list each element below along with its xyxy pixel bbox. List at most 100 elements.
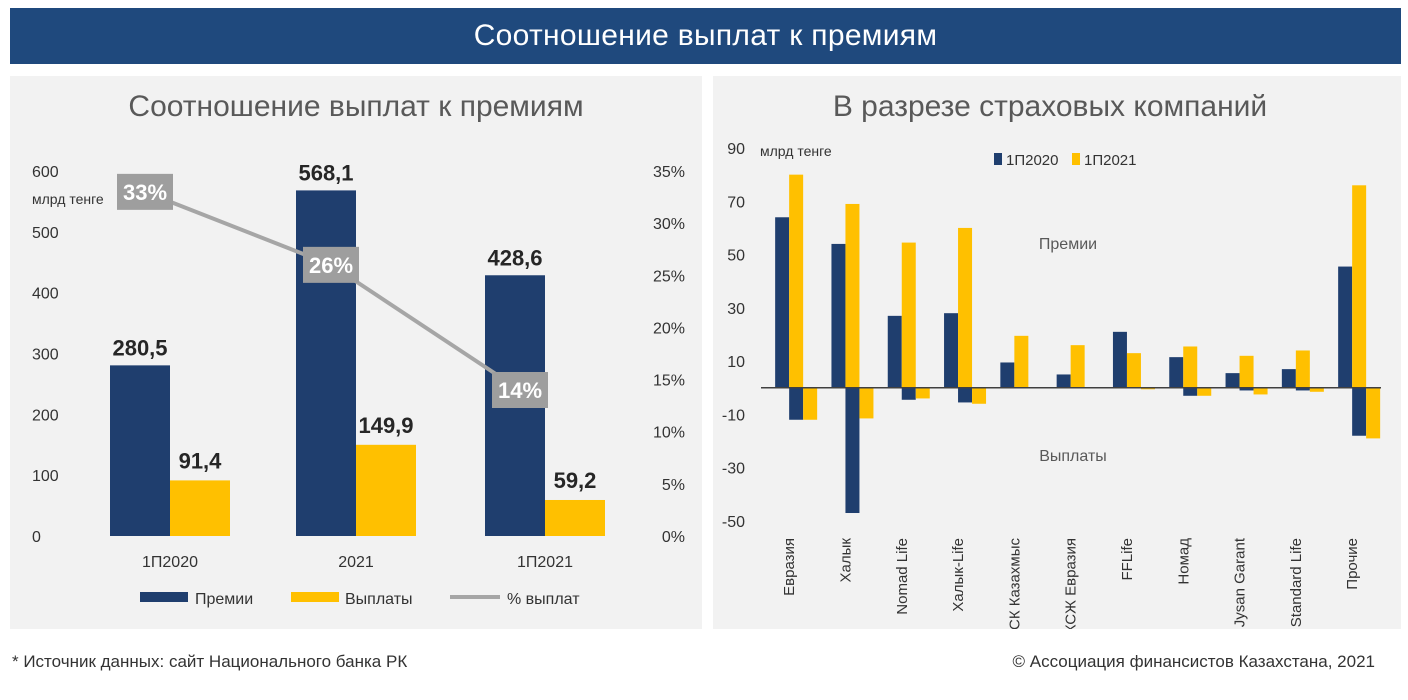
y2-tick-label: 10% xyxy=(653,425,685,442)
pct-label: 14% xyxy=(498,378,542,403)
pct-label: 26% xyxy=(309,253,353,278)
bar-vyplaty xyxy=(1183,387,1198,396)
x-category-label: Jysan Garant xyxy=(1232,537,1249,627)
bar-premii xyxy=(1014,335,1029,388)
bar-vyplaty xyxy=(1239,387,1254,391)
bar-premii xyxy=(775,217,790,388)
legend-label-line: % выплат xyxy=(507,591,580,608)
annotation-vyplaty: Выплаты xyxy=(1039,448,1107,465)
pct-label-box xyxy=(117,173,173,210)
data-label-vyplaty: 149,9 xyxy=(358,413,413,438)
bar-premii xyxy=(944,313,959,388)
bar-premii xyxy=(958,227,973,388)
data-label-premii: 568,1 xyxy=(298,160,353,185)
bar-vyplaty xyxy=(545,499,605,536)
data-label-premii: 428,6 xyxy=(487,245,542,270)
y2-tick-label: 25% xyxy=(653,268,685,285)
y-tick-label: -30 xyxy=(722,461,745,478)
legend-label-vyplaty: Выплаты xyxy=(345,591,413,608)
bar-premii xyxy=(887,315,902,388)
y-tick-label: 200 xyxy=(32,407,59,424)
bar-premii xyxy=(901,242,916,388)
bar-vyplaty xyxy=(845,387,860,514)
bar-premii xyxy=(1295,350,1310,388)
data-label-premii: 280,5 xyxy=(112,335,167,360)
y-tick-label: 400 xyxy=(32,286,59,303)
y-tick-label: 300 xyxy=(32,347,59,364)
banner-title: Соотношение выплат к премиям xyxy=(10,8,1401,64)
bar-premii xyxy=(1126,353,1141,388)
bar-premii xyxy=(845,203,860,388)
bar-vyplaty xyxy=(901,387,916,400)
x-category-label: Standard Life xyxy=(1288,538,1305,627)
legend-label-premii: Премии xyxy=(195,591,253,608)
legend-label-1p2021: 1П2021 xyxy=(1084,152,1137,169)
bar-premii xyxy=(1225,373,1240,388)
premium-payout-chart-panel: Соотношение выплат к премиям 0 100 200 300 40… xyxy=(10,76,702,629)
x-category-label: Прочие xyxy=(1344,538,1361,590)
bar-premii xyxy=(789,174,804,388)
x-category-label: FFLife xyxy=(1119,538,1136,581)
bar-vyplaty xyxy=(1253,387,1268,395)
bar-vyplaty xyxy=(1295,387,1310,391)
y-tick-label: 70 xyxy=(727,194,745,211)
chart-title: В разрезе страховых компаний xyxy=(833,90,1267,123)
legend-swatch-1p2021 xyxy=(1072,153,1080,165)
bar-vyplaty xyxy=(1366,387,1381,439)
pct-label-box xyxy=(492,372,548,408)
bar-vyplaty xyxy=(972,387,987,404)
y2-tick-label: 30% xyxy=(653,216,685,233)
data-label-vyplaty: 59,2 xyxy=(554,468,597,493)
source-footnote: * Источник данных: сайт Национального ба… xyxy=(12,652,408,671)
x-category-label: 1П2020 xyxy=(142,554,198,571)
bar-vyplaty xyxy=(915,387,930,399)
y-tick-label: 600 xyxy=(32,164,59,181)
y2-tick-label: 20% xyxy=(653,320,685,337)
x-category-label: Халык xyxy=(837,538,854,583)
premium-payout-chart: Соотношение выплат к премиям 0 100 200 300 40… xyxy=(32,90,685,608)
legend-swatch-premii xyxy=(140,592,188,602)
y2-tick-label: 35% xyxy=(653,164,685,181)
y-tick-label: 90 xyxy=(727,141,745,158)
y-tick-label: 500 xyxy=(32,225,59,242)
y-tick-label: -50 xyxy=(722,514,745,531)
legend-swatch-vyplaty xyxy=(291,592,339,602)
y2-tick-label: 0% xyxy=(662,529,685,546)
bar-premii xyxy=(1352,185,1367,388)
bar-premii xyxy=(1056,374,1071,388)
y-tick-label: 10 xyxy=(727,354,745,371)
bar-vyplaty xyxy=(958,387,973,403)
y-tick-label: 50 xyxy=(727,248,745,265)
bar-vyplaty xyxy=(789,387,804,420)
y-axis-unit: млрд тенге xyxy=(760,143,832,159)
chart-title: Соотношение выплат к премиям xyxy=(128,90,583,123)
y-tick-label: -10 xyxy=(722,407,745,424)
x-category-label: Евразия xyxy=(781,538,798,596)
x-category-label: 1П2021 xyxy=(517,554,573,571)
y-tick-label: 0 xyxy=(32,529,41,546)
bar-premii xyxy=(1183,346,1198,388)
y2-tick-label: 15% xyxy=(653,373,685,390)
bar-premii xyxy=(1112,331,1127,388)
bar-vyplaty xyxy=(1309,387,1324,392)
bar-premii xyxy=(1169,357,1184,388)
insurers-chart-panel: В разрезе страховых компаний 90 70 50 30 10 -1… xyxy=(713,76,1401,629)
bar-premii xyxy=(831,243,846,388)
y2-tick-label: 5% xyxy=(662,477,685,494)
bar-vyplaty xyxy=(1197,387,1212,396)
bar-premii xyxy=(1070,345,1085,388)
x-category-label: Халык-Life xyxy=(950,538,967,612)
y-axis-unit: млрд тенге xyxy=(32,191,104,207)
pct-label-box xyxy=(303,246,359,283)
pct-label: 33% xyxy=(123,180,167,205)
bar-premii xyxy=(1338,266,1353,388)
bar-premii xyxy=(1281,369,1296,388)
legend-swatch-1p2020 xyxy=(994,153,1002,165)
bar-premii xyxy=(296,190,356,536)
annotation-premii: Премии xyxy=(1039,236,1097,253)
x-category-label: КСЖ Евразия xyxy=(1063,538,1080,629)
bar-vyplaty xyxy=(859,387,874,419)
bar-vyplaty xyxy=(170,480,230,536)
bar-premii xyxy=(1239,355,1254,388)
x-category-label: 2021 xyxy=(338,554,374,571)
